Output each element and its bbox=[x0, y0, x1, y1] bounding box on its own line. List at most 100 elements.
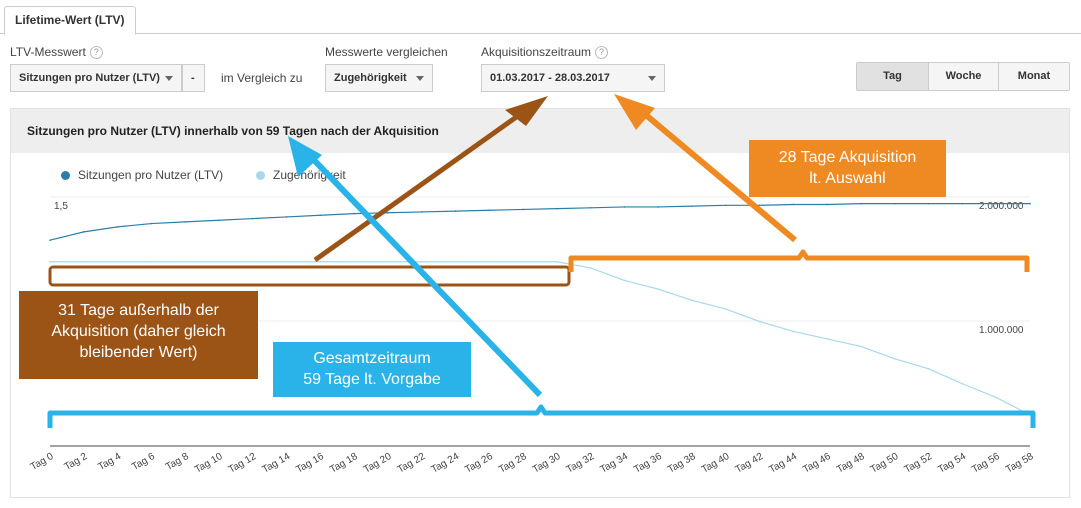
data-point-ltv bbox=[522, 208, 524, 211]
granularity-month-button[interactable]: Monat bbox=[999, 63, 1069, 90]
data-point-ltv bbox=[116, 226, 119, 228]
data-point-ltv bbox=[387, 211, 389, 214]
data-point-ltv bbox=[657, 206, 660, 208]
data-point-zugehoerigkeit bbox=[522, 260, 524, 263]
data-point-zugehoerigkeit bbox=[285, 260, 288, 263]
data-point-zugehoerigkeit bbox=[758, 320, 761, 323]
data-point-zugehoerigkeit bbox=[826, 338, 829, 340]
acquisition-date-dropdown[interactable]: 01.03.2017 - 28.03.2017 bbox=[481, 64, 665, 92]
data-point-zugehoerigkeit bbox=[488, 260, 491, 263]
data-point-ltv bbox=[49, 239, 51, 241]
x-tick-label: Tag 32 bbox=[565, 451, 597, 476]
data-point-zugehoerigkeit bbox=[116, 260, 119, 263]
ltv-metric-dropdown[interactable]: Sitzungen pro Nutzer (LTV) bbox=[10, 64, 182, 92]
brown-arrow bbox=[313, 96, 548, 263]
data-point-zugehoerigkeit bbox=[184, 260, 186, 263]
y-axis-right-label: 2.000.000 bbox=[979, 201, 1024, 212]
blue-bracket bbox=[47, 404, 1036, 428]
data-point-ltv bbox=[961, 202, 964, 205]
x-tick-label: Tag 18 bbox=[328, 451, 360, 476]
data-point-zugehoerigkeit bbox=[691, 299, 693, 302]
y-axis-right-label: 1.000.000 bbox=[979, 325, 1024, 336]
data-point-zugehoerigkeit bbox=[251, 260, 254, 263]
data-point-zugehoerigkeit bbox=[792, 330, 795, 333]
x-tick-label: Tag 52 bbox=[903, 451, 935, 476]
compare-dropdown[interactable]: Zugehörigkeit bbox=[325, 64, 433, 92]
legend-dot bbox=[256, 171, 265, 180]
data-point-zugehoerigkeit bbox=[420, 260, 423, 263]
granularity-toggle: Tag Woche Monat bbox=[856, 62, 1070, 91]
data-point-ltv bbox=[589, 206, 592, 209]
blue-arrow bbox=[288, 136, 543, 398]
x-tick-label: Tag 54 bbox=[936, 451, 968, 476]
x-tick-label: Tag 22 bbox=[396, 451, 428, 476]
x-tick-label: Tag 50 bbox=[869, 451, 901, 476]
data-point-zugehoerigkeit bbox=[454, 260, 457, 263]
help-icon[interactable]: ? bbox=[89, 46, 103, 60]
x-tick-label: Tag 0 bbox=[29, 451, 56, 473]
x-tick-label: Tag 42 bbox=[734, 451, 766, 476]
data-point-zugehoerigkeit bbox=[589, 267, 592, 269]
legend-item-ltv[interactable]: Sitzungen pro Nutzer (LTV) bbox=[61, 168, 223, 182]
x-tick-label: Tag 34 bbox=[598, 451, 630, 476]
x-tick-label: Tag 14 bbox=[261, 451, 293, 476]
data-point-ltv bbox=[285, 216, 288, 218]
data-point-ltv bbox=[150, 222, 153, 225]
acquisition-label: Akquisitionszeitraum? bbox=[481, 45, 609, 60]
remove-metric-button[interactable]: - bbox=[182, 64, 205, 92]
data-point-zugehoerigkeit bbox=[961, 382, 964, 385]
y-axis-left-label: 1,5 bbox=[54, 201, 68, 212]
data-point-ltv bbox=[82, 231, 85, 233]
data-point-ltv bbox=[420, 211, 423, 213]
data-point-zugehoerigkeit bbox=[657, 288, 660, 290]
data-point-ltv bbox=[488, 209, 491, 212]
data-point-zugehoerigkeit bbox=[894, 358, 896, 360]
x-tick-label: Tag 48 bbox=[835, 451, 867, 476]
data-point-zugehoerigkeit bbox=[218, 260, 220, 263]
data-point-ltv bbox=[927, 202, 930, 205]
data-point-zugehoerigkeit bbox=[82, 260, 85, 263]
x-tick-label: Tag 16 bbox=[294, 451, 326, 476]
granularity-day-button[interactable]: Tag bbox=[857, 63, 929, 90]
data-point-ltv bbox=[319, 214, 322, 217]
granularity-week-button[interactable]: Woche bbox=[929, 63, 999, 90]
tab-bar: Lifetime-Wert (LTV) bbox=[0, 0, 1081, 35]
data-point-zugehoerigkeit bbox=[319, 260, 322, 263]
chevron-down-icon bbox=[648, 76, 656, 81]
data-point-zugehoerigkeit bbox=[725, 308, 727, 310]
x-tick-label: Tag 12 bbox=[227, 451, 259, 476]
data-point-ltv bbox=[860, 202, 862, 205]
tab-ltv[interactable]: Lifetime-Wert (LTV) bbox=[4, 6, 136, 35]
data-point-ltv bbox=[725, 204, 727, 207]
orange-bracket bbox=[568, 249, 1030, 272]
brown-highlight-box bbox=[48, 265, 571, 287]
x-tick-label: Tag 20 bbox=[362, 451, 394, 476]
ltv-metric-label: LTV-Messwert? bbox=[10, 45, 103, 60]
x-tick-label: Tag 38 bbox=[666, 451, 698, 476]
x-tick-label: Tag 58 bbox=[1004, 451, 1036, 476]
data-point-ltv bbox=[758, 204, 761, 207]
data-point-zugehoerigkeit bbox=[387, 260, 389, 263]
compare-label: Messwerte vergleichen bbox=[325, 45, 448, 59]
data-point-zugehoerigkeit bbox=[49, 260, 51, 263]
data-point-zugehoerigkeit bbox=[556, 260, 558, 263]
data-point-ltv bbox=[826, 203, 829, 206]
series-line-ltv bbox=[49, 203, 1030, 241]
x-tick-label: Tag 40 bbox=[700, 451, 732, 476]
data-point-ltv bbox=[792, 203, 795, 206]
chevron-down-icon bbox=[165, 76, 173, 81]
x-tick-label: Tag 56 bbox=[970, 451, 1002, 476]
data-point-ltv bbox=[218, 219, 220, 222]
data-point-zugehoerigkeit bbox=[150, 260, 153, 263]
series-line-zugehoerigkeit bbox=[50, 261, 1031, 416]
annotation-blue: Gesamtzeitraum 59 Tage lt. Vorgabe bbox=[273, 342, 471, 397]
data-point-ltv bbox=[995, 202, 998, 205]
data-point-zugehoerigkeit bbox=[353, 260, 355, 263]
x-tick-label: Tag 24 bbox=[430, 451, 462, 476]
orange-arrow bbox=[614, 94, 797, 243]
x-tick-label: Tag 4 bbox=[96, 451, 123, 473]
data-point-ltv bbox=[1029, 202, 1031, 205]
data-point-ltv bbox=[184, 221, 186, 223]
help-icon[interactable]: ? bbox=[595, 46, 609, 60]
